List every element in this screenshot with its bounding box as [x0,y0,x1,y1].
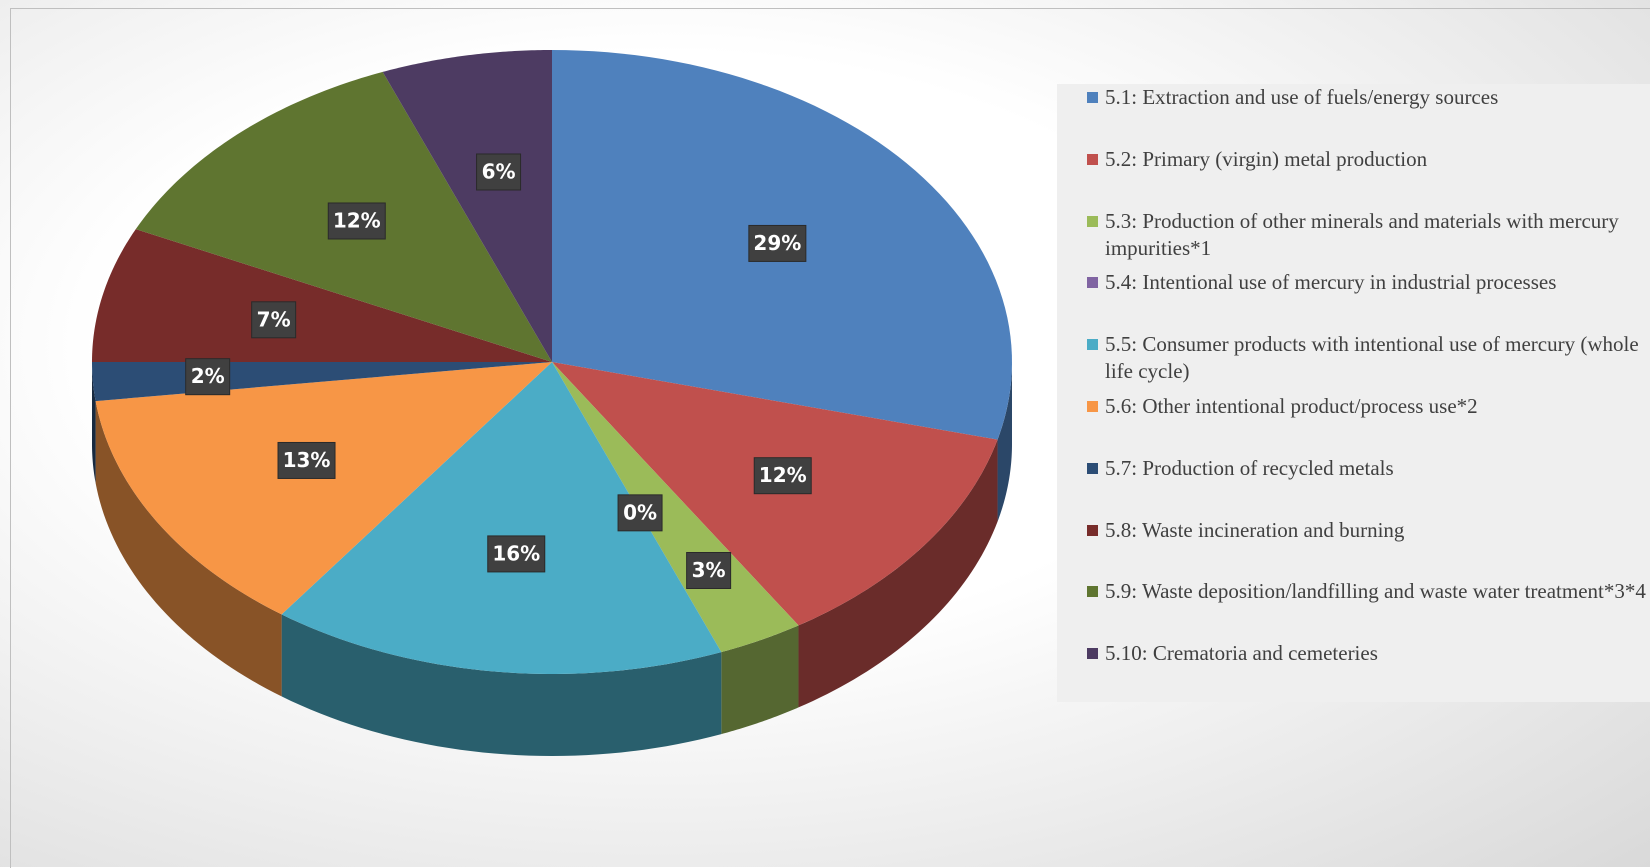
legend-item: 5.2: Primary (virgin) metal production [1087,146,1650,173]
label-text: 3% [692,558,726,582]
legend-label: 5.7: Production of recycled metals [1105,455,1394,480]
legend-item: 5.3: Production of other minerals and ma… [1087,208,1650,262]
frame [10,8,1650,868]
legend-swatch [1087,586,1098,598]
legend-item: 5.8: Waste incineration and burning [1087,517,1650,544]
label-text: 7% [257,307,291,331]
value-label: 12% [327,202,386,240]
label-box [185,358,231,396]
label-box [487,535,546,573]
legend-swatch [1087,462,1098,474]
legend-label: 5.3: Production of other minerals and ma… [1105,208,1619,260]
label-box [277,441,336,479]
legend-item: 5.6: Other intentional product/process u… [1087,393,1650,420]
label-text: 0% [623,500,657,524]
legend-swatch [1087,401,1098,412]
label-text: 16% [492,541,540,565]
value-label: 2% [185,358,231,396]
value-label: 7% [251,301,297,339]
value-label: 3% [686,551,732,589]
slice [92,229,552,362]
legend-swatch [1087,215,1098,227]
slice-side [721,625,799,735]
label-box [251,301,297,339]
label-box [617,494,663,532]
legend-label: 5.5: Consumer products with intentional … [1105,332,1639,384]
label-box [753,457,812,495]
label-text: 13% [283,448,331,472]
legend-item: 5.4: Intentional use of mercury in indus… [1087,269,1650,296]
label-box [748,224,807,262]
value-label: 6% [476,153,522,191]
slice [382,50,552,362]
slice [281,362,722,674]
label-box [476,153,522,191]
legend-swatch [1087,92,1098,103]
legend-label: 5.8: Waste incineration and burning [1105,517,1405,542]
legend-swatch [1087,339,1098,351]
legend-item: 5.7: Production of recycled metals [1087,455,1650,482]
slice-side [281,614,722,756]
label-box [327,202,386,240]
legend-label: 5.9: Waste deposition/landfilling and wa… [1105,579,1646,604]
legend-item: 5.10: Crematoria and cemeteries [1087,640,1650,667]
label-text: 12% [333,208,381,232]
label-text: 12% [759,463,807,487]
legend-label: 5.4: Intentional use of mercury in indus… [1105,270,1557,295]
legend-swatch [1087,524,1098,536]
legend-swatch [1087,648,1098,660]
pie: 29% 12% 3% 0% 16% 13% 2% 7% 12% 6% [92,50,1012,756]
slice-side [95,401,282,697]
slice [552,362,799,653]
label-text: 6% [482,159,516,183]
slice-side [92,362,96,484]
label-text: 29% [753,231,801,255]
value-label: 16% [487,535,546,573]
legend: 5.1: Extraction and use of fuels/energy … [1057,84,1650,702]
legend-swatch [1087,153,1098,165]
legend-label: 5.10: Crematoria and cemeteries [1105,641,1378,666]
legend-item: 5.9: Waste deposition/landfilling and wa… [1087,578,1650,605]
legend-swatch [1087,277,1098,289]
slice [95,362,553,615]
label-text: 2% [191,364,225,388]
slice-side [798,439,998,708]
value-label: 12% [753,457,812,495]
legend-label: 5.1: Extraction and use of fuels/energy … [1105,85,1499,109]
value-label: 29% [748,224,807,262]
value-label: 13% [277,441,336,479]
legend-label: 5.2: Primary (virgin) metal production [1105,146,1428,171]
slice-side [997,362,1012,522]
legend-item: 5.5: Consumer products with intentional … [1087,331,1650,385]
label-box [686,551,732,589]
legend-label: 5.6: Other intentional product/process u… [1105,394,1478,418]
legend-item: 5.1: Extraction and use of fuels/energy … [1087,84,1650,111]
value-label: 0% [617,494,663,532]
